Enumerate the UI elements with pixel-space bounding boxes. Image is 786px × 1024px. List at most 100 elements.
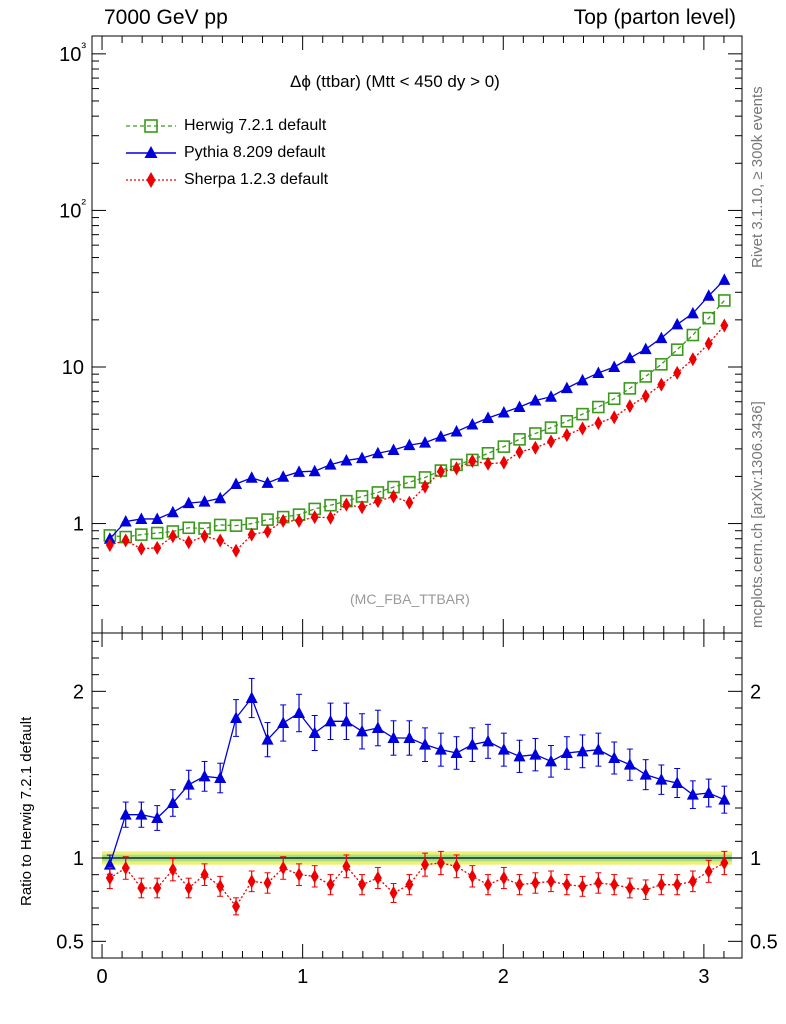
main-data-point [200,529,209,544]
main-data-point [308,464,321,477]
main-data-point [545,390,558,402]
rivet-version-label: Rivet 3.1.10, ≥ 300k events [749,86,766,268]
main-data-point [405,495,414,510]
main-data-point [340,453,353,466]
main-data-point [607,392,621,406]
main-data-point [529,393,542,406]
main-data-point [182,496,195,509]
main-data-point [358,500,367,515]
legend-entry-pythia: Pythia 8.209 default [124,139,328,166]
legend-entry-sherpa: Sherpa 1.2.3 default [124,166,328,193]
ratio-data-point [371,721,384,733]
legend-marker-triangle-icon [126,145,176,158]
ratio-data-point [135,808,148,820]
main-data-point [371,446,384,459]
y-tick-label: 2 [750,681,761,703]
main-data-point [466,418,479,430]
ratio-data-point [578,879,587,894]
ratio-data-point [718,793,731,805]
x-tick-label: 1 [297,966,308,988]
main-data-point [484,456,493,471]
ratio-data-point [214,771,227,783]
ratio-data-point [421,857,430,872]
legend-label-herwig: Herwig 7.2.1 default [184,116,327,134]
main-data-point [105,537,114,552]
main-data-point [639,342,652,355]
ratio-data-point [560,746,573,758]
main-data-point [452,461,461,476]
main-data-point [531,440,540,455]
ratio-data-point [545,754,558,767]
analysis-watermark: (MC_FBA_TTBAR) [350,591,470,607]
y-tick-label: 10³ [59,39,86,66]
main-data-point [135,528,148,541]
ratio-data-point [468,869,477,884]
main-data-point [482,411,495,424]
ratio-data-point [232,899,241,914]
ratio-data-point [639,768,652,780]
ratio-data-point [151,811,164,823]
main-data-point [232,543,241,558]
ratio-data-point [310,869,319,884]
main-data-point [263,524,272,539]
main-data-point [216,533,225,548]
ratio-data-point [216,879,225,894]
ratio-panel: 0 1 2 3 0.5 0.5 1 1 2 2 [56,632,778,988]
main-data-point [499,455,508,470]
main-data-point [576,373,589,386]
main-data-point [686,306,699,319]
legend-marker-open-square-icon [126,118,176,133]
ratio-data-point [105,871,114,885]
ratio-data-point [592,743,605,755]
mcplots-reference-label: mcplots.cern.ch [arXiv:1306.3436] [749,401,766,628]
y-tick-label: 0.5 [750,931,778,953]
main-data-point [436,464,445,479]
main-data-point [578,421,587,436]
ratio-data-point [484,877,493,892]
y-tick-label: 1 [73,514,84,536]
main-data-point [515,445,524,460]
observable-title: Δϕ (ttbar) (Mtt < 450 dy > 0) [290,72,500,91]
ratio-data-point [482,734,495,747]
main-data-point [704,336,713,351]
ratio-data-point [434,743,447,755]
main-data-point [135,512,148,524]
main-data-point [121,533,130,548]
ratio-data-point [594,876,603,890]
ratio-data-point [720,856,729,870]
process-label: Top (parton level) [573,6,736,29]
main-data-point [594,416,603,431]
ratio-data-point [182,778,195,790]
main-data-point [688,352,697,367]
ratio-data-point [657,877,666,892]
legend-label-pythia: Pythia 8.209 default [184,143,326,161]
main-data-point [295,513,304,528]
ratio-data-point [403,731,416,743]
y-tick-label: 1 [73,848,84,870]
y-tick-label: 10 [62,357,84,379]
main-data-point [560,414,574,428]
ratio-data-point [576,744,589,757]
main-data-point [277,470,290,482]
ratio-data-point [293,706,306,718]
ratio-data-point [326,877,335,892]
y-tick-label: 2 [73,681,84,703]
main-data-point [718,273,731,285]
ratio-data-point [671,776,684,788]
main-data-point [229,519,243,532]
ratio-data-point [263,876,272,890]
ratio-series-line [109,696,725,865]
main-data-point [421,479,430,494]
ratio-data-point [261,733,274,745]
main-data-point [389,489,398,504]
main-data-point [641,389,650,404]
main-data-point [324,498,337,512]
ratio-data-point [608,751,621,763]
main-data-point [547,434,556,449]
main-data-point [655,331,668,344]
main-data-point [702,311,715,325]
main-data-point [213,518,227,532]
main-data-point [434,430,447,442]
ratio-data-point [688,874,697,889]
